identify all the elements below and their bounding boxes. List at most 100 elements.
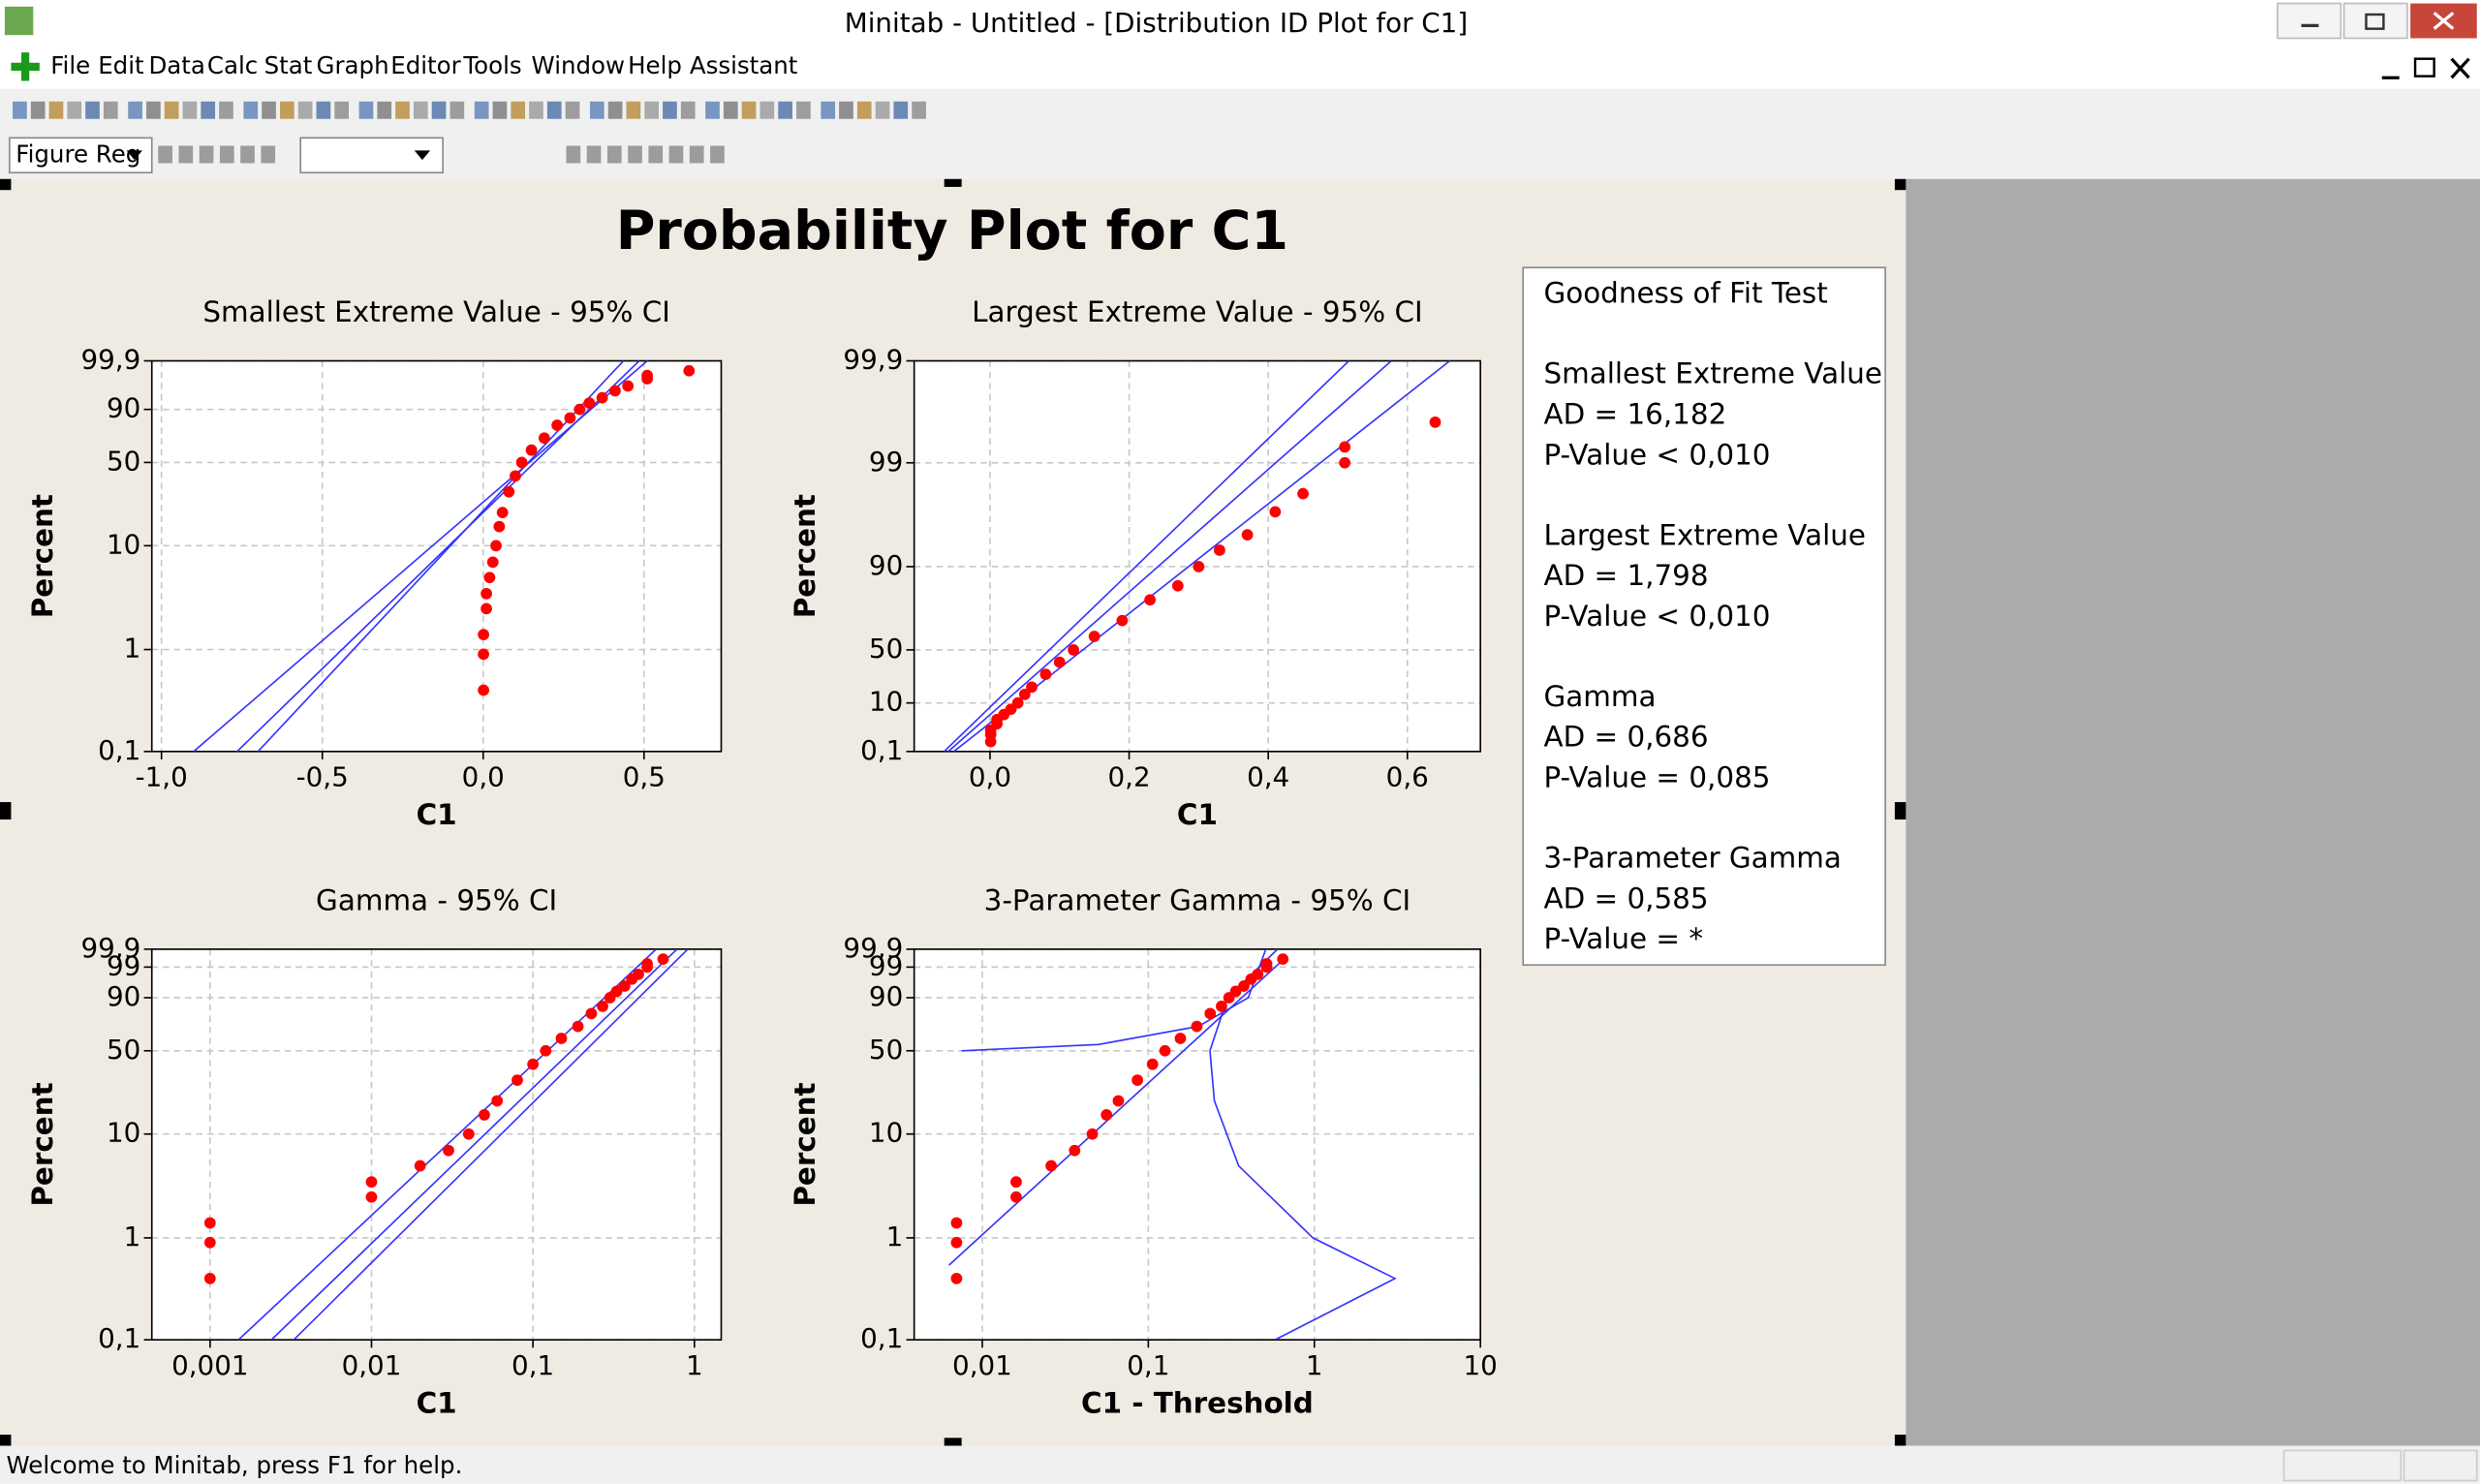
- menu-item[interactable]: Window: [532, 51, 625, 79]
- plot-area: [914, 948, 1481, 1341]
- toolbar-icon[interactable]: [839, 101, 853, 119]
- chart-title: Largest Extreme Value - 95% CI: [972, 295, 1423, 328]
- toolbar-icon[interactable]: [511, 101, 526, 119]
- toolbar-icon[interactable]: [589, 101, 604, 119]
- y-axis-label: Percent: [26, 494, 59, 618]
- toolbar-icon[interactable]: [13, 101, 27, 119]
- y-tick-label: 99,9: [81, 344, 141, 376]
- toolbar-icon[interactable]: [48, 101, 64, 119]
- menu-item[interactable]: Help: [628, 51, 682, 79]
- toolbar-icon[interactable]: [413, 101, 428, 119]
- data-point: [609, 385, 621, 397]
- toolbar-icon[interactable]: [358, 101, 374, 119]
- toolbar-icon[interactable]: [30, 101, 46, 119]
- toolbar-icon[interactable]: [431, 101, 447, 119]
- gof-line: P-Value = *: [1543, 922, 1703, 955]
- menu-item[interactable]: Editor: [390, 51, 461, 79]
- toolbar-icon[interactable]: [741, 101, 757, 119]
- toolbar-icon[interactable]: [474, 101, 489, 119]
- x-tick-label: 1: [1306, 1349, 1323, 1381]
- toolbar-icon[interactable]: [334, 101, 349, 119]
- toolbar-icon[interactable]: [297, 101, 313, 119]
- toolbar-icon[interactable]: [146, 101, 161, 119]
- data-point: [1159, 1044, 1171, 1057]
- menu-item[interactable]: Graph: [317, 51, 389, 79]
- toolbar-icon[interactable]: [644, 101, 659, 119]
- toolbar-icon[interactable]: [778, 101, 792, 119]
- toolbar-icon[interactable]: [201, 101, 216, 119]
- toolbar-icon[interactable]: [158, 145, 172, 164]
- toolbar-icon[interactable]: [875, 101, 890, 119]
- toolbar-icon[interactable]: [262, 101, 276, 119]
- toolbar-icon[interactable]: [492, 101, 508, 119]
- x-tick-label: -0,5: [296, 761, 349, 793]
- toolbar-icon[interactable]: [178, 145, 194, 164]
- toolbar-icon[interactable]: [723, 101, 738, 119]
- mdi-close[interactable]: [2450, 57, 2470, 79]
- goodness-of-fit-box: [1522, 266, 1886, 967]
- data-point: [479, 1109, 490, 1121]
- toolbar-icon[interactable]: [164, 101, 179, 119]
- data-point: [1053, 656, 1066, 668]
- mdi-restore[interactable]: [2413, 57, 2435, 77]
- toolbar-icon[interactable]: [199, 145, 214, 164]
- toolbar-icon[interactable]: [796, 101, 811, 119]
- data-point: [610, 985, 623, 998]
- toolbar-icon[interactable]: [689, 145, 704, 164]
- toolbar-icon[interactable]: [663, 101, 677, 119]
- toolbar-icon[interactable]: [128, 101, 142, 119]
- toolbar-icon[interactable]: [586, 145, 602, 164]
- menu-item[interactable]: Tools: [462, 51, 521, 79]
- toolbar-icon[interactable]: [607, 101, 623, 119]
- menu-item[interactable]: Data: [148, 51, 204, 79]
- toolbar-icon[interactable]: [182, 101, 198, 119]
- toolbar-icon[interactable]: [103, 101, 118, 119]
- menu-item[interactable]: Edit: [98, 51, 144, 79]
- toolbar-icon[interactable]: [668, 145, 684, 164]
- data-point: [527, 1058, 540, 1070]
- menu-item[interactable]: Calc: [207, 51, 258, 79]
- toolbar-icon[interactable]: [546, 101, 562, 119]
- menu-item[interactable]: Stat: [264, 51, 313, 79]
- toolbar-icon[interactable]: [565, 101, 580, 119]
- toolbar-icon[interactable]: [760, 101, 775, 119]
- toolbar-icon[interactable]: [377, 101, 392, 119]
- gof-group-name: 3-Parameter Gamma: [1543, 841, 1841, 874]
- toolbar-icon[interactable]: [648, 145, 664, 164]
- menu-item[interactable]: File: [50, 51, 90, 79]
- new-icon[interactable]: [11, 52, 40, 81]
- minimize-button[interactable]: [2277, 2, 2342, 40]
- restore-button[interactable]: [2342, 2, 2408, 40]
- toolbar-icon[interactable]: [606, 145, 622, 164]
- data-point: [462, 1128, 475, 1140]
- toolbar-icon[interactable]: [626, 101, 641, 119]
- toolbar-icon[interactable]: [893, 101, 909, 119]
- toolbar-icon[interactable]: [279, 101, 294, 119]
- toolbar-icon[interactable]: [529, 101, 543, 119]
- toolbar-icon[interactable]: [240, 145, 255, 164]
- toolbar-icon[interactable]: [316, 101, 331, 119]
- y-tick-label: 50: [869, 1034, 903, 1066]
- toolbar-icon[interactable]: [705, 101, 720, 119]
- toolbar-icon[interactable]: [261, 145, 276, 164]
- toolbar-icon[interactable]: [710, 145, 725, 164]
- toolbar-icon[interactable]: [912, 101, 926, 119]
- toolbar-icon[interactable]: [219, 101, 233, 119]
- toolbar-icon[interactable]: [243, 101, 259, 119]
- toolbar-icon[interactable]: [628, 145, 642, 164]
- toolbar-icon[interactable]: [67, 101, 82, 119]
- figure-region-combo[interactable]: [8, 137, 153, 174]
- toolbar-icon[interactable]: [219, 145, 234, 164]
- toolbar-icon[interactable]: [856, 101, 872, 119]
- probability-plot: 3-Parameter Gamma - 95% CI C1 - Threshold…: [789, 883, 1498, 1419]
- menu-item[interactable]: Assistant: [690, 51, 798, 79]
- y-tick-label: 0,1: [860, 734, 903, 766]
- toolbar-icon[interactable]: [450, 101, 465, 119]
- toolbar-icon[interactable]: [680, 101, 696, 119]
- toolbar-icon[interactable]: [85, 101, 100, 119]
- fit-line: [293, 948, 689, 1341]
- toolbar-icon[interactable]: [395, 101, 410, 119]
- x-axis-label: C1 - Threshold: [1081, 1387, 1314, 1420]
- toolbar-icon[interactable]: [821, 101, 836, 119]
- toolbar-icon[interactable]: [566, 145, 581, 164]
